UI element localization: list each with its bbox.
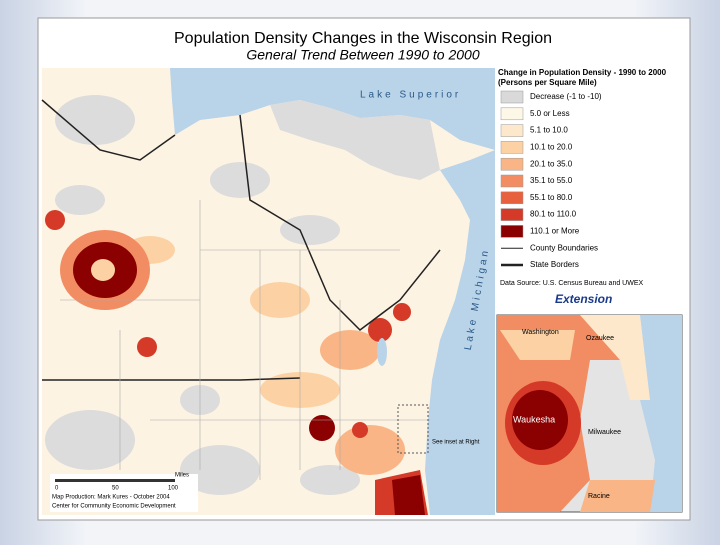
legend-swatch [500,174,524,188]
legend-swatch [500,191,524,205]
map-shape [55,185,105,215]
scale-tick: 50 [112,486,119,492]
logo: Extension [555,292,612,306]
legend-swatch [500,90,524,104]
legend-label: State Borders [530,260,579,269]
inset-label: Ozaukee [586,335,614,342]
map-shape [320,330,380,370]
map-shape [41,99,441,381]
map [41,68,495,515]
title: Population Density Changes in the Wiscon… [174,30,552,47]
map-shape [91,259,115,281]
data-source: Data Source: U.S. Census Bureau and UWEX [500,280,644,287]
lake-superior: Lake Superior [360,90,461,101]
map-shape [580,315,650,400]
map-shape [309,415,335,441]
map-shape [60,200,430,480]
map-shape [392,475,425,515]
map-shape [210,162,270,198]
legend-swatch [500,124,524,137]
scale-tick: 0 [55,486,59,492]
map-shape [300,465,360,495]
map-shape [580,480,655,512]
legend-swatch [500,208,524,221]
scale-bar [55,479,175,482]
map-shape [55,95,135,145]
legend-label: County Boundaries [530,243,598,252]
legend-subtitle: (Persons per Square Mile) [498,78,597,87]
legend-label: 5.1 to 10.0 [530,126,568,135]
map-shape [45,210,65,230]
map-shape [368,318,392,342]
legend-title: Change in Population Density - 1990 to 2… [498,68,667,77]
map-shape [425,150,495,515]
legend-label: 55.1 to 80.0 [530,193,573,202]
map-shape [377,338,387,366]
map-shape [512,390,568,450]
legend-label: 110.1 or More [530,227,580,236]
credit: Map Production: Mark Kures - October 200… [52,495,170,501]
legend-swatch [500,107,524,121]
map-shape [352,422,368,438]
legend-label: 80.1 to 110.0 [530,210,577,219]
scale-unit: Miles [175,473,189,479]
map-shape [393,303,411,321]
map-shape [500,330,575,360]
legend-label: 35.1 to 55.0 [530,176,573,185]
map-shape [270,100,440,180]
inset-note: See inset at Right [432,440,480,446]
map-shape [335,425,405,475]
legend-label: 5.0 or Less [530,109,570,118]
inset-label: Washington [522,329,559,336]
credit: Center for Community Economic Developmen… [52,504,176,510]
inset-label: Milwaukee [588,429,621,436]
map-shape [397,404,429,454]
inset-label: Waukesha [513,414,555,424]
legend: Decrease (-1 to -10) 5.0 or Less 5.1 to 10… [500,90,602,269]
map-shape [640,315,682,512]
inset-map [496,314,683,513]
legend-swatch [500,157,524,171]
map-shape [170,68,495,150]
inset-label: Racine [588,493,610,500]
scale-tick: 100 [168,486,179,492]
map-shape [250,282,310,318]
legend-label: Decrease (-1 to -10) [530,92,602,101]
subtitle: General Trend Between 1990 to 2000 [246,47,479,63]
legend-label: 10.1 to 20.0 [530,143,573,152]
legend-swatch [500,141,524,154]
map-shape [280,215,340,245]
legend-swatch [500,225,524,238]
map-shape [137,337,157,357]
map-shape [45,410,135,470]
legend-label: 20.1 to 35.0 [530,159,573,168]
